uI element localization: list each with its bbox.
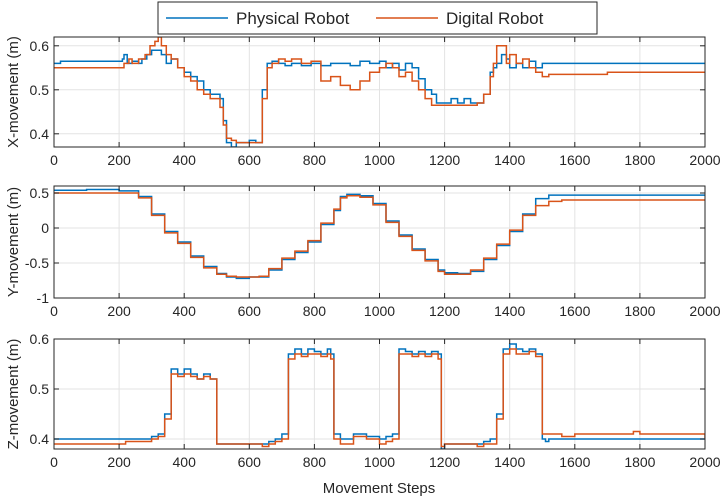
x-tick-label: 200	[107, 454, 131, 470]
legend-label-physical: Physical Robot	[236, 9, 350, 28]
x-tick-label: 2000	[689, 454, 720, 470]
legend-label-digital: Digital Robot	[446, 9, 544, 28]
x-tick-label: 1000	[364, 303, 395, 319]
series-line-physical	[54, 49, 705, 147]
x-tick-label: 800	[303, 303, 327, 319]
y-tick-label: 0.5	[30, 381, 50, 397]
x-tick-label: 1800	[624, 454, 655, 470]
x-tick-label: 1000	[364, 152, 395, 168]
y-tick-label: 0.6	[30, 331, 50, 347]
x-tick-label: 1400	[494, 454, 525, 470]
x-tick-label: 1400	[494, 152, 525, 168]
y-axis-label: Z-movement (m)	[5, 339, 22, 450]
x-tick-label: 0	[50, 152, 58, 168]
panel-3: 0 200 400 600 800 1000 1200 1400 1600 1800 2000 0.4…	[5, 331, 721, 470]
y-axis-label: Y-movement (m)	[5, 187, 22, 297]
y-axis-label: X-movement (m)	[5, 36, 22, 148]
x-tick-label: 2000	[689, 303, 720, 319]
x-tick-label: 1800	[624, 303, 655, 319]
x-tick-label: 1800	[624, 152, 655, 168]
x-tick-label: 400	[173, 454, 197, 470]
x-tick-label: 1200	[429, 152, 460, 168]
x-tick-label: 200	[107, 303, 131, 319]
x-tick-label: 1400	[494, 303, 525, 319]
panel-1: 0 200 400 600 800 1000 1200 1400 1600 1800 2000 0.4…	[5, 36, 721, 168]
series-line-digital	[54, 192, 705, 278]
y-tick-label: 0	[41, 220, 49, 236]
x-tick-label: 800	[303, 152, 327, 168]
series-line-digital	[54, 348, 705, 448]
x-tick-label: 2000	[689, 152, 720, 168]
y-tick-label: -0.5	[25, 255, 49, 271]
y-tick-label: 0.5	[30, 185, 50, 201]
x-tick-label: 1600	[559, 303, 590, 319]
x-tick-label: 1600	[559, 454, 590, 470]
legend: Physical Robot Digital Robot	[157, 1, 598, 35]
x-tick-label: 400	[173, 152, 197, 168]
x-tick-label: 1200	[429, 303, 460, 319]
y-tick-label: 0.4	[30, 126, 50, 142]
x-tick-label: 800	[303, 454, 327, 470]
y-tick-label: 0.5	[30, 82, 50, 98]
panel-2: 0 200 400 600 800 1000 1200 1400 1600 1800 2000 -1 -…	[5, 185, 721, 319]
x-tick-label: 1600	[559, 152, 590, 168]
x-tick-label: 600	[238, 152, 262, 168]
x-tick-label: 1200	[429, 454, 460, 470]
x-tick-label: 600	[238, 454, 262, 470]
x-tick-label: 400	[173, 303, 197, 319]
x-tick-label: 0	[50, 454, 58, 470]
y-tick-label: -1	[37, 290, 50, 306]
x-tick-label: 1000	[364, 454, 395, 470]
y-tick-label: 0.4	[30, 431, 50, 447]
y-tick-label: 0.6	[30, 38, 50, 54]
x-tick-label: 0	[50, 303, 58, 319]
x-tick-label: 200	[107, 152, 131, 168]
series-line-digital	[54, 37, 705, 144]
x-axis-label: Movement Steps	[323, 480, 436, 497]
panels: 0 200 400 600 800 1000 1200 1400 1600 1800 20000.4…	[5, 36, 721, 470]
x-tick-label: 600	[238, 303, 262, 319]
